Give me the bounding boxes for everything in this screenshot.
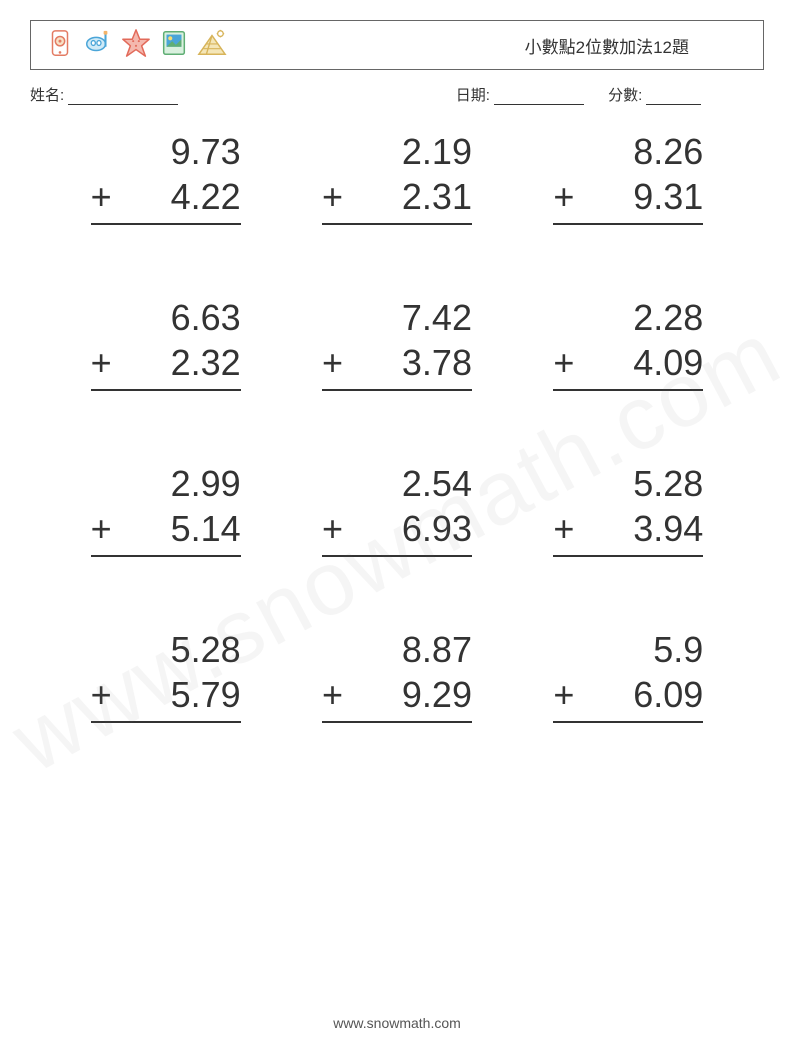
problem: 2.54+6.93 <box>322 461 472 557</box>
operand-a: 5.9 <box>553 627 703 672</box>
problem: 5.9+6.09 <box>553 627 703 723</box>
operator: + <box>91 506 119 551</box>
operand-b: 5.79 <box>171 672 241 717</box>
operator: + <box>322 174 350 219</box>
operator: + <box>91 340 119 385</box>
problem: 5.28+5.79 <box>91 627 241 723</box>
problem: 2.99+5.14 <box>91 461 241 557</box>
operand-b: 5.14 <box>171 506 241 551</box>
operand-b: 9.29 <box>402 672 472 717</box>
operand-a: 9.73 <box>91 129 241 174</box>
operand-b: 9.31 <box>633 174 703 219</box>
operand-a: 8.26 <box>553 129 703 174</box>
operand-a: 2.54 <box>322 461 472 506</box>
operand-a: 2.19 <box>322 129 472 174</box>
operand-b: 2.32 <box>171 340 241 385</box>
operand-b: 3.94 <box>633 506 703 551</box>
operand-b: 4.22 <box>171 174 241 219</box>
operator: + <box>553 174 581 219</box>
phone-pin-icon <box>45 28 75 63</box>
operator: + <box>91 672 119 717</box>
score-field: 分數: <box>608 84 701 105</box>
score-label: 分數: <box>608 87 642 104</box>
problem: 8.87+9.29 <box>322 627 472 723</box>
operand-b: 4.09 <box>633 340 703 385</box>
problem: 2.19+2.31 <box>322 129 472 225</box>
problem: 9.73+4.22 <box>91 129 241 225</box>
operand-b: 6.09 <box>633 672 703 717</box>
operand-b: 2.31 <box>402 174 472 219</box>
operand-b: 6.93 <box>402 506 472 551</box>
operand-a: 6.63 <box>91 295 241 340</box>
score-blank <box>646 89 701 106</box>
operand-a: 8.87 <box>322 627 472 672</box>
operator: + <box>553 506 581 551</box>
snorkel-icon <box>83 28 113 63</box>
name-blank <box>68 89 178 106</box>
operand-a: 5.28 <box>91 627 241 672</box>
name-label: 姓名: <box>30 87 64 104</box>
date-blank <box>494 89 584 106</box>
problems-grid: 9.73+4.22 2.19+2.31 8.26+9.31 6.63+2.32 … <box>30 129 764 723</box>
problem: 7.42+3.78 <box>322 295 472 391</box>
operator: + <box>553 340 581 385</box>
operator: + <box>322 672 350 717</box>
operator: + <box>322 340 350 385</box>
header-icons <box>45 28 227 63</box>
header-box: 小數點2位數加法12題 <box>30 20 764 70</box>
operand-a: 7.42 <box>322 295 472 340</box>
date-field: 日期: <box>456 84 584 105</box>
name-field: 姓名: <box>30 84 456 105</box>
operator: + <box>553 672 581 717</box>
footer-url: www.snowmath.com <box>0 1015 794 1031</box>
operand-a: 5.28 <box>553 461 703 506</box>
operator: + <box>322 506 350 551</box>
pyramid-icon <box>197 28 227 63</box>
starfish-icon <box>121 28 151 63</box>
operand-a: 2.28 <box>553 295 703 340</box>
problem: 5.28+3.94 <box>553 461 703 557</box>
problem: 8.26+9.31 <box>553 129 703 225</box>
problem: 2.28+4.09 <box>553 295 703 391</box>
info-row: 姓名: 日期: 分數: <box>30 84 764 105</box>
operand-a: 2.99 <box>91 461 241 506</box>
problem: 6.63+2.32 <box>91 295 241 391</box>
polaroid-icon <box>159 28 189 63</box>
operand-b: 3.78 <box>402 340 472 385</box>
date-label: 日期: <box>456 87 490 104</box>
worksheet-title: 小數點2位數加法12題 <box>525 33 689 58</box>
operator: + <box>91 174 119 219</box>
